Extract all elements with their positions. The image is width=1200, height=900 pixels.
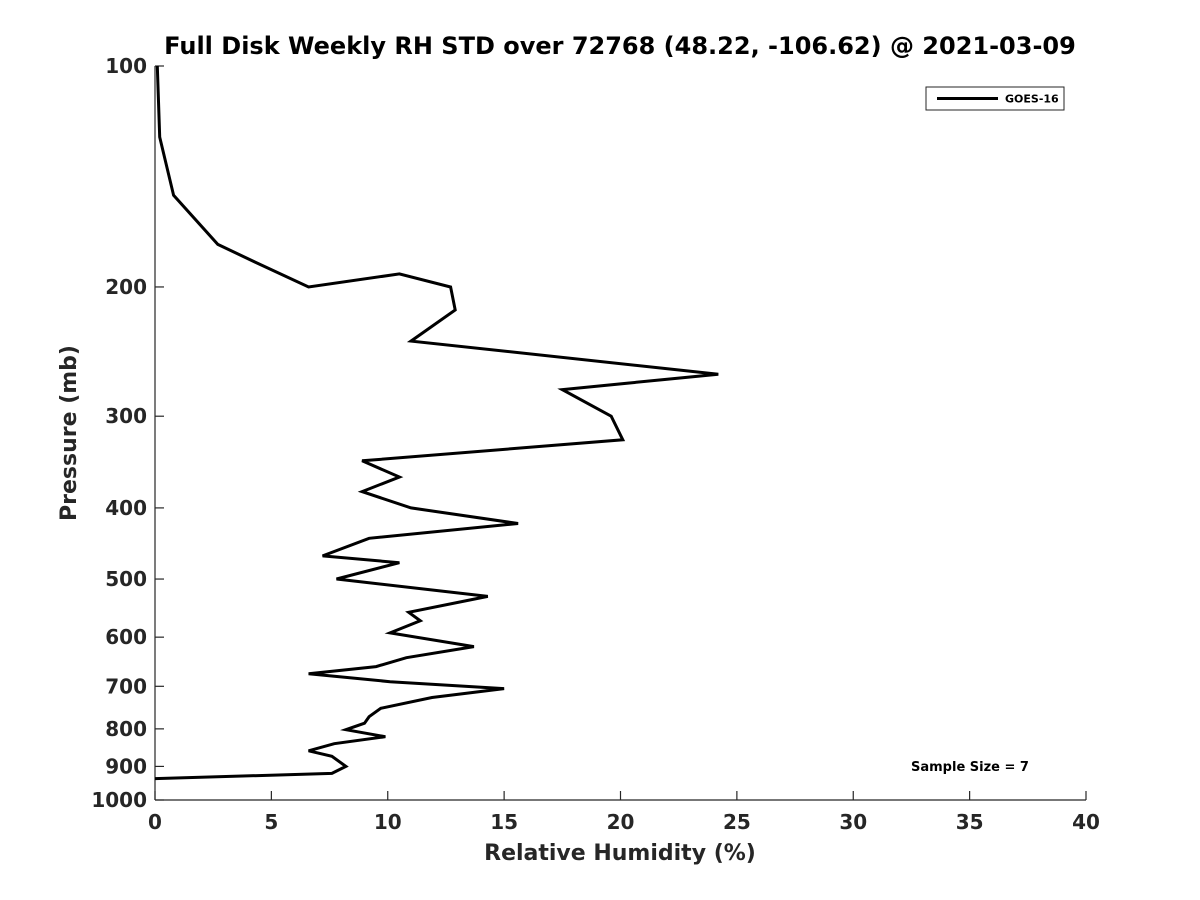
x-ticks: 0 5 10 15 20 25 30 35 40 <box>148 791 1100 834</box>
y-axis-label: Pressure (mb) <box>57 345 82 521</box>
x-axis-label: Relative Humidity (%) <box>484 841 756 866</box>
series-line-goes-16 <box>154 65 719 781</box>
chart-title: Full Disk Weekly RH STD over 72768 (48.2… <box>164 32 1076 60</box>
y-tick-label: 1000 <box>91 788 147 812</box>
y-ticks: 100 200 300 400 500 600 700 800 900 1000 <box>91 54 164 812</box>
x-tick-label: 15 <box>490 810 518 834</box>
y-tick-label: 200 <box>105 275 147 299</box>
y-tick-label: 400 <box>105 496 147 520</box>
x-tick-label: 40 <box>1072 810 1100 834</box>
x-axis: 0 5 10 15 20 25 30 35 40 <box>148 791 1100 834</box>
y-tick-label: 500 <box>105 567 147 591</box>
y-tick-label: 900 <box>105 754 147 778</box>
series-group <box>154 65 719 781</box>
x-tick-label: 30 <box>839 810 867 834</box>
y-tick-label: 700 <box>105 674 147 698</box>
y-tick-label: 100 <box>105 54 147 78</box>
x-tick-label: 5 <box>264 810 278 834</box>
sample-size-annotation: Sample Size = 7 <box>911 760 1029 775</box>
x-tick-label: 35 <box>956 810 984 834</box>
y-tick-label: 600 <box>105 625 147 649</box>
y-axis: 100 200 300 400 500 600 700 800 900 1000 <box>91 54 164 812</box>
x-tick-label: 20 <box>607 810 635 834</box>
x-tick-label: 10 <box>374 810 402 834</box>
x-tick-label: 0 <box>148 810 162 834</box>
y-tick-label: 300 <box>105 404 147 428</box>
legend-label-goes-16: GOES-16 <box>1005 93 1059 106</box>
x-tick-label: 25 <box>723 810 751 834</box>
y-tick-label: 800 <box>105 717 147 741</box>
legend: GOES-16 <box>925 86 1065 111</box>
